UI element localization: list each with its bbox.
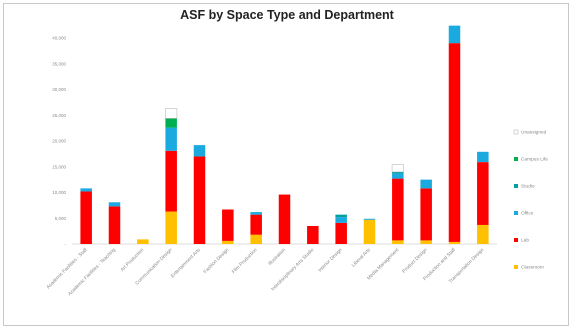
legend-swatch: [514, 184, 518, 188]
bar-segment: [392, 178, 404, 241]
bar-segment: [392, 171, 404, 174]
y-tick-label: 15,000: [52, 164, 66, 169]
legend-label: Office: [521, 211, 534, 217]
legend-swatch: [514, 157, 518, 161]
bar-segment: [165, 108, 178, 119]
legend-label: Campus Life: [521, 157, 548, 163]
bar-segment: [193, 156, 206, 244]
bar-segment: [80, 191, 92, 244]
category-label: Film Production: [231, 247, 259, 275]
category-label: Entertainment Arts: [170, 247, 203, 280]
bar-segment: [363, 219, 376, 244]
bar-segment: [307, 225, 319, 244]
bar-segment: [108, 202, 121, 207]
y-tick-label: 30,000: [52, 87, 66, 92]
bar-segment: [250, 214, 262, 235]
bar-segment: [391, 164, 404, 173]
bar-segment: [165, 211, 177, 244]
legend: Unassigned Campus Life Studio Office Lab Clas…: [513, 129, 548, 271]
bar-segment: [448, 43, 461, 242]
y-tick-label: 20,000: [52, 139, 66, 144]
legend-label: Classroom: [521, 265, 544, 271]
y-tick-label: 25,000: [52, 113, 66, 118]
chart-frame: [3, 3, 569, 326]
bar-segment: [250, 234, 262, 244]
bar-segment: [477, 162, 489, 225]
bar-segment: [392, 173, 404, 179]
category-label: Product Design: [401, 247, 429, 275]
bar-layer: [80, 25, 489, 244]
legend-label: Unassigned: [521, 130, 547, 136]
y-tick-label: 35,000: [52, 61, 66, 66]
category-label: Art Production: [120, 247, 146, 273]
category-label: Illustration: [267, 247, 287, 267]
bar-segment: [165, 150, 177, 212]
bar-segment: [165, 127, 177, 151]
legend-swatch: [514, 238, 518, 242]
bar-segment: [363, 218, 376, 220]
legend-swatch: [514, 265, 518, 269]
legend-swatch: [513, 129, 519, 135]
legend-label: Lab: [521, 238, 529, 244]
bar-segment: [420, 188, 432, 241]
category-label: Liberal Arts: [351, 247, 373, 269]
chart-title: ASF by Space Type and Department: [180, 8, 394, 22]
bar-segment: [165, 118, 177, 128]
y-tick-label: 5,000: [55, 216, 67, 221]
bar-segment: [193, 145, 206, 157]
bar-segment: [80, 188, 92, 192]
category-label: Fashion Design: [202, 247, 230, 275]
bar-segment: [335, 222, 347, 244]
bar-segment: [222, 240, 234, 244]
legend-label: Studio: [521, 184, 535, 190]
bar-segment: [448, 25, 461, 44]
category-label: Academic Facilities - Teaching: [67, 247, 117, 297]
bar-segment: [335, 214, 347, 218]
legend-swatch: [514, 211, 518, 215]
y-tick-label: 40,000: [52, 36, 66, 41]
bar-segment: [392, 240, 404, 244]
bar-segment: [477, 151, 489, 163]
bar-segment: [335, 217, 347, 223]
bar-segment: [222, 209, 234, 241]
bar-segment: [108, 206, 121, 244]
bar-segment: [477, 224, 489, 244]
bar-segment: [448, 241, 461, 244]
bar-segment: [420, 179, 432, 189]
y-tick-label: 10,000: [52, 190, 66, 195]
category-label: Interior Design: [317, 247, 344, 274]
bar-segment: [137, 239, 149, 244]
bar-segment: [250, 212, 262, 215]
bar-segment: [278, 194, 291, 244]
bar-segment: [420, 240, 432, 244]
y-tick-label: -: [65, 242, 67, 247]
